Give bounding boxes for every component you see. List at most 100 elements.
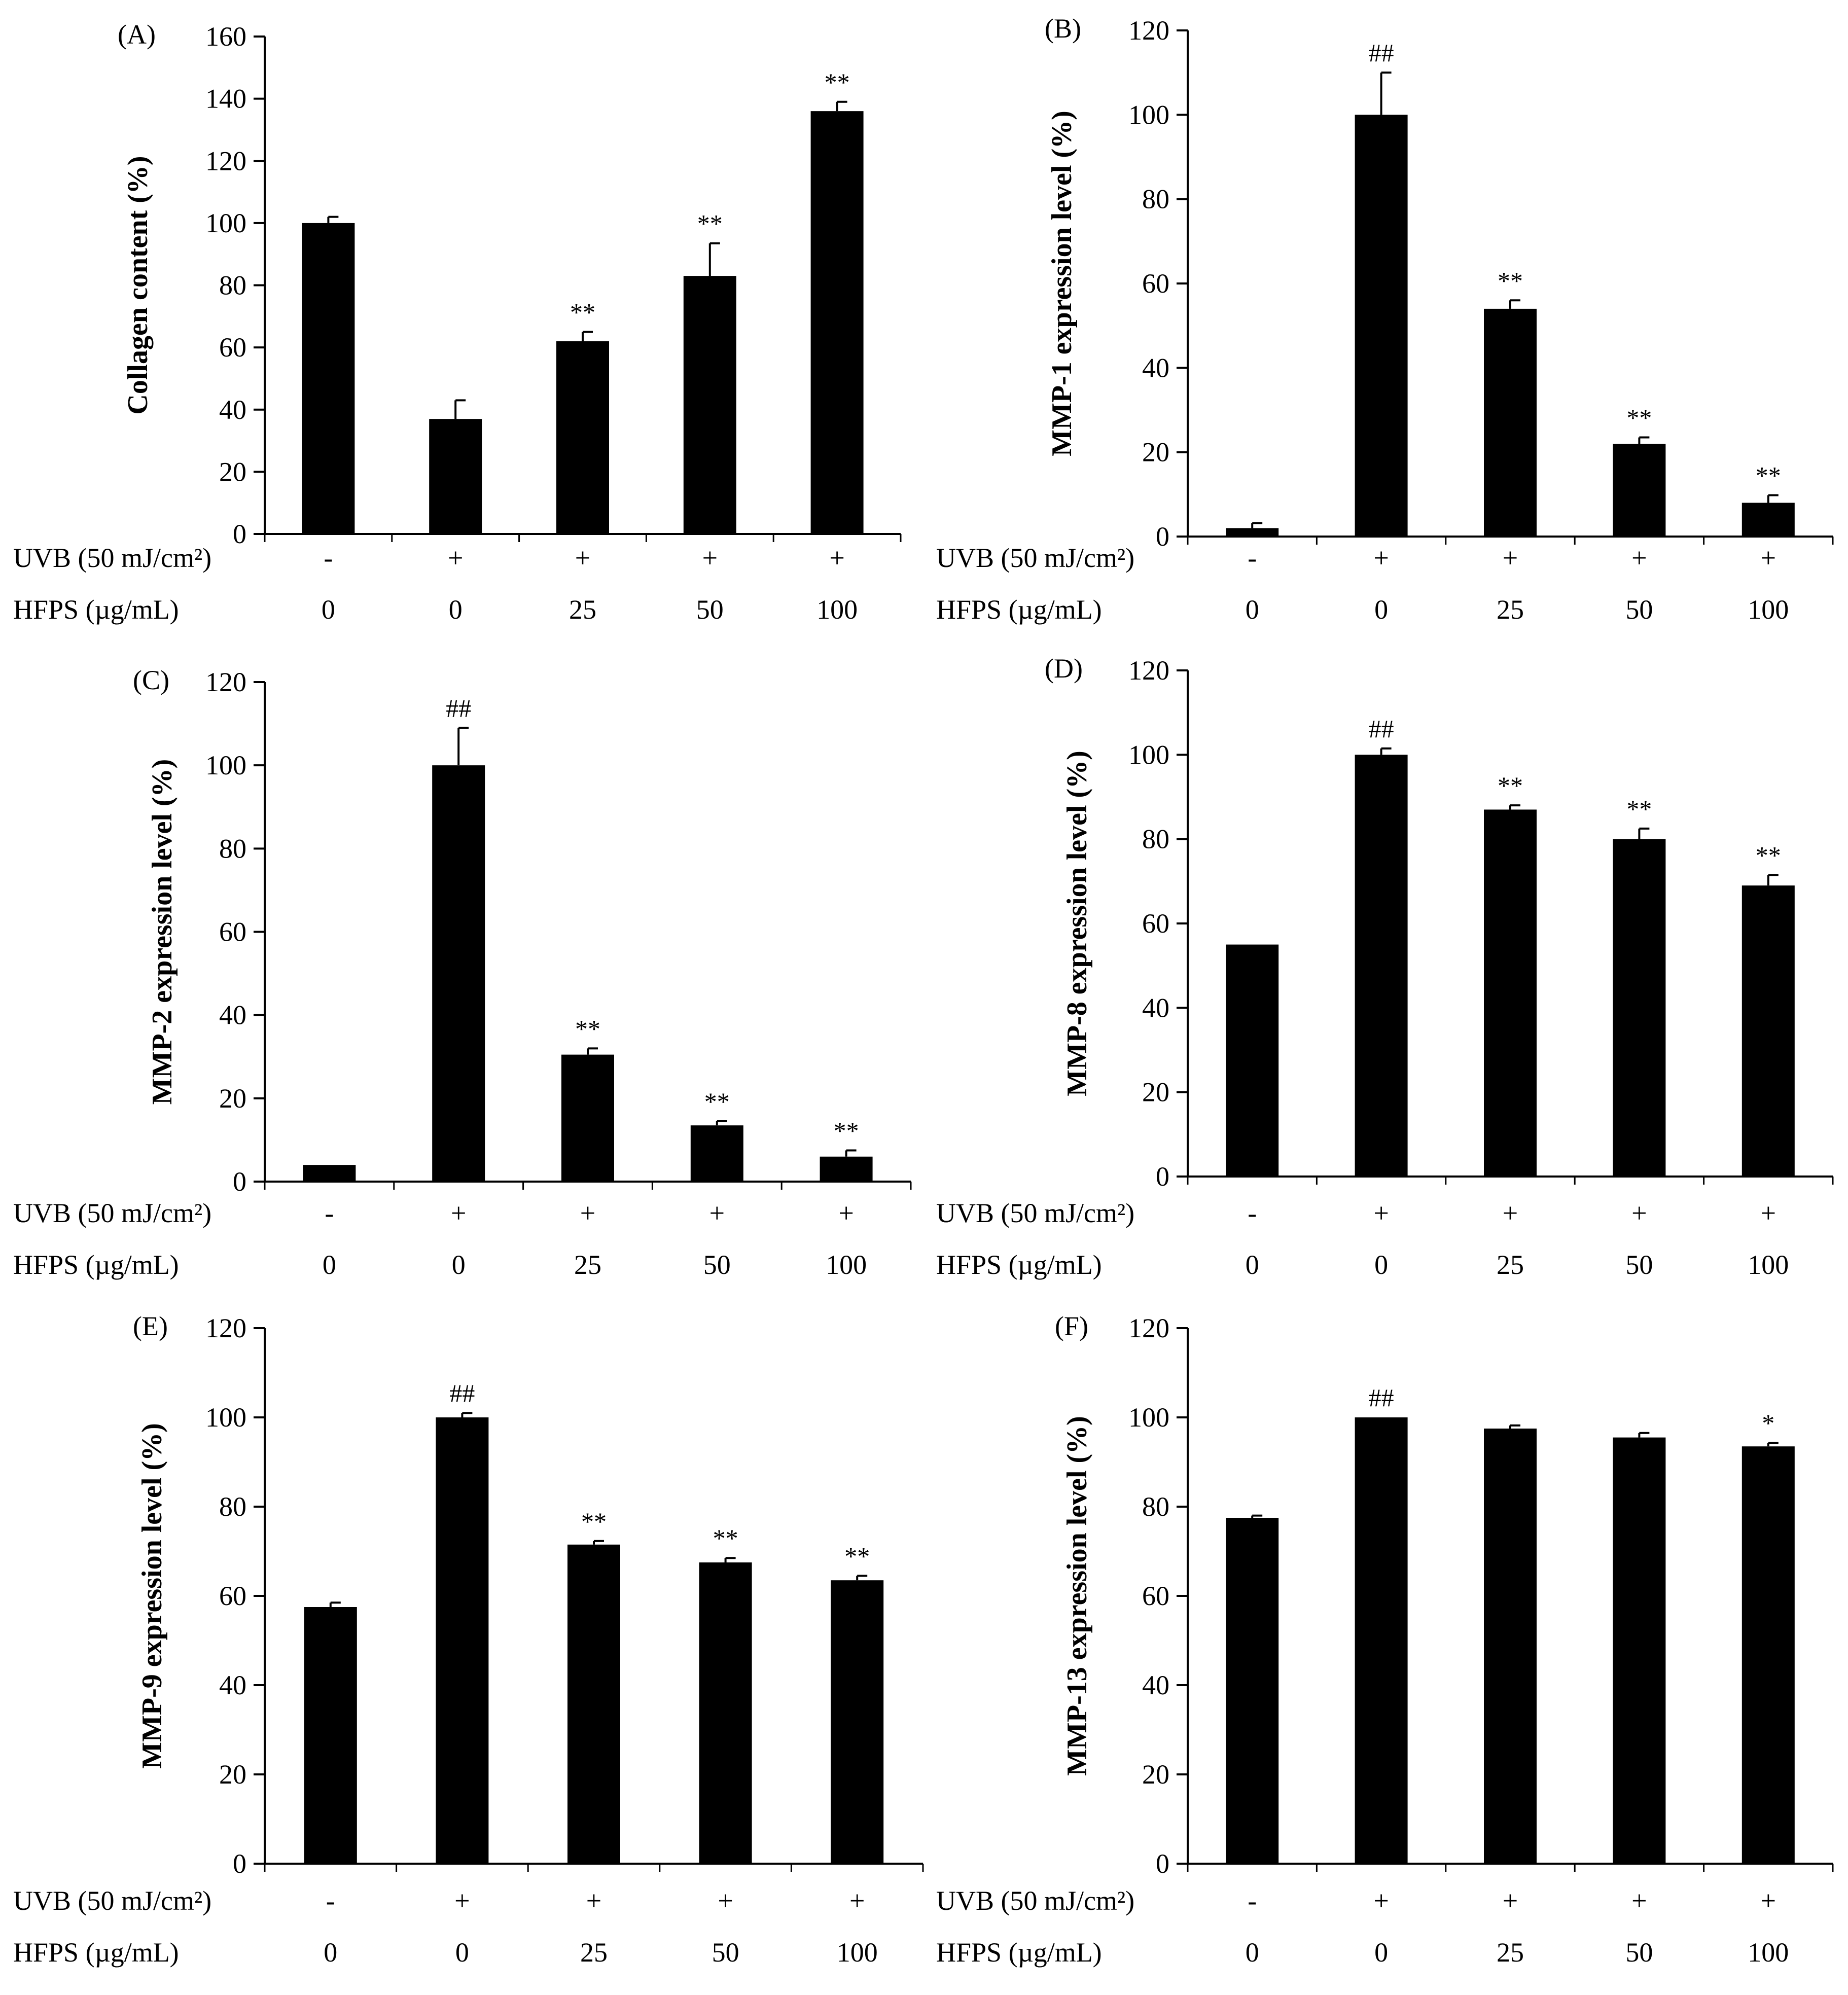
hfps-value: 0 [455, 1937, 469, 1968]
y-axis-label: MMP-2 expression level (%) [147, 759, 178, 1105]
y-axis-label: MMP-8 expression level (%) [1061, 751, 1093, 1096]
bar [1484, 308, 1537, 537]
y-tick-label: 120 [205, 146, 246, 176]
hfps-value: 0 [324, 1937, 337, 1968]
y-tick-label: 20 [219, 1083, 246, 1114]
panel-label: (B) [1045, 13, 1081, 44]
significance-mark: ** [1756, 461, 1781, 489]
uvb-value: + [718, 1885, 733, 1916]
hfps-value: 50 [712, 1937, 739, 1968]
hfps-value: 25 [574, 1250, 601, 1280]
bar [1742, 1446, 1795, 1864]
bar [302, 223, 355, 534]
hfps-value: 25 [1497, 1250, 1524, 1280]
bar [556, 341, 609, 534]
chart-panel-e: (E) 0 20 40 60 80 100 120 MMP-9 expression level… [13, 1311, 924, 1968]
uvb-value: + [575, 543, 590, 573]
uvb-value: + [451, 1198, 466, 1228]
hfps-value: 25 [1497, 594, 1524, 625]
hfps-value: 100 [1748, 1250, 1789, 1280]
y-tick-label: 60 [1142, 1581, 1169, 1611]
hfps-value: 0 [1246, 1937, 1259, 1968]
y-tick-label: 40 [1142, 1670, 1169, 1700]
significance-mark: ## [1369, 715, 1394, 743]
y-tick-label: 40 [1142, 992, 1169, 1023]
panel-label: (F) [1055, 1311, 1088, 1341]
hfps-row-label: HFPS (µg/mL) [13, 1250, 179, 1280]
uvb-value: + [1631, 1198, 1647, 1228]
uvb-value: + [709, 1198, 725, 1228]
bar [303, 1165, 356, 1182]
y-tick-label: 20 [219, 456, 246, 487]
significance-mark: ## [1369, 1383, 1394, 1412]
y-tick-label: 40 [219, 1000, 246, 1030]
chart-panel-b: (B) 0 20 40 60 80 100 120 MMP-1 expression level… [936, 13, 1834, 625]
hfps-value: 100 [826, 1250, 867, 1280]
hfps-value: 50 [703, 1250, 731, 1280]
y-tick-label: 60 [1142, 908, 1169, 939]
y-tick-label: 60 [219, 332, 246, 363]
uvb-value: + [1631, 543, 1647, 573]
hfps-value: 100 [837, 1937, 878, 1968]
hfps-value: 0 [449, 594, 463, 625]
hfps-value: 25 [569, 594, 596, 625]
uvb-value: + [1761, 1885, 1776, 1916]
uvb-value: + [586, 1885, 601, 1916]
uvb-value: - [1248, 1885, 1257, 1916]
bar [1484, 809, 1537, 1177]
significance-mark: ** [825, 68, 850, 96]
uvb-value: + [1761, 1198, 1776, 1228]
bar [304, 1607, 357, 1864]
significance-mark: ** [713, 1524, 738, 1552]
bar [1613, 1437, 1666, 1864]
significance-mark: ** [1626, 404, 1652, 432]
chart-panel-d: (D) 0 20 40 60 80 100 120 MMP-8 expression level… [936, 653, 1834, 1280]
y-axis-label: MMP-1 expression level (%) [1046, 111, 1078, 456]
y-tick-label: 60 [1142, 268, 1169, 299]
y-tick-label: 100 [1128, 739, 1169, 770]
uvb-value: + [1373, 1198, 1389, 1228]
panel-label: (D) [1045, 653, 1083, 684]
significance-mark: ** [1626, 795, 1652, 823]
uvb-row-label: UVB (50 mJ/cm²) [13, 1198, 211, 1228]
y-tick-label: 80 [219, 270, 246, 301]
significance-mark: ** [1498, 771, 1523, 800]
bar [432, 765, 485, 1182]
uvb-value: + [829, 543, 844, 573]
y-tick-label: 0 [1156, 1161, 1169, 1192]
bar [1355, 1417, 1408, 1864]
chart-panel-a: (A) 0 20 40 60 80 100 120 140 160 Collagen content… [13, 19, 902, 625]
y-tick-label: 80 [219, 833, 246, 864]
bar [561, 1054, 614, 1182]
y-tick-label: 20 [219, 1759, 246, 1790]
y-axis-label: MMP-13 expression level (%) [1061, 1416, 1093, 1776]
hfps-value: 25 [580, 1937, 608, 1968]
uvb-value: + [1373, 1885, 1389, 1916]
y-tick-label: 100 [205, 750, 246, 780]
hfps-value: 0 [323, 1250, 336, 1280]
y-tick-label: 100 [205, 1402, 246, 1433]
y-tick-label: 80 [1142, 1491, 1169, 1522]
significance-mark: ** [697, 209, 723, 238]
hfps-row-label: HFPS (µg/mL) [936, 1937, 1102, 1968]
uvb-value: + [838, 1198, 854, 1228]
panel-label: (E) [133, 1311, 168, 1341]
significance-mark: ** [834, 1116, 859, 1145]
significance-mark: ** [704, 1087, 730, 1116]
uvb-value: + [454, 1885, 470, 1916]
hfps-value: 50 [1625, 594, 1653, 625]
hfps-value: 0 [1246, 1250, 1259, 1280]
y-tick-label: 60 [219, 1581, 246, 1611]
bar [1613, 839, 1666, 1177]
y-tick-label: 40 [219, 1670, 246, 1700]
y-tick-label: 100 [1128, 99, 1169, 130]
y-tick-label: 0 [1156, 521, 1169, 552]
bar [567, 1544, 620, 1864]
uvb-value: + [849, 1885, 865, 1916]
bar [1355, 755, 1408, 1177]
y-tick-label: 80 [219, 1491, 246, 1522]
significance-mark: ** [1498, 266, 1523, 295]
significance-mark: ** [575, 1014, 600, 1043]
uvb-row-label: UVB (50 mJ/cm²) [936, 1198, 1134, 1228]
